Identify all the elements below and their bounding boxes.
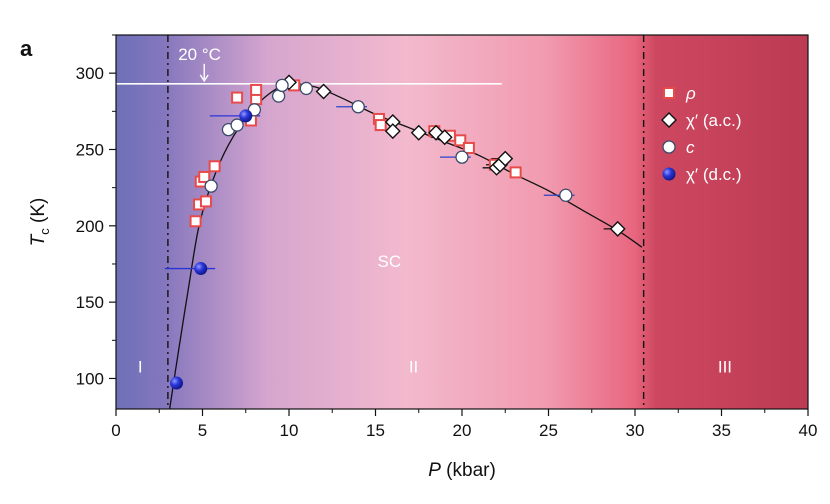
rho-point [250, 83, 263, 96]
x-tick-label: 10 [280, 421, 299, 440]
heat-capacity-point [230, 118, 244, 132]
rho-point [462, 141, 475, 154]
rho-point [374, 119, 387, 132]
heat-capacity-point [351, 100, 365, 114]
x-axis-variable: P [428, 460, 441, 481]
heat-capacity-point [455, 150, 469, 164]
chi-ac-point [436, 129, 453, 146]
legend-marker [661, 112, 677, 128]
plot-gradient-area [116, 35, 808, 409]
chi-dc-point [194, 262, 208, 276]
heat-capacity-point [299, 81, 313, 96]
chi-ac-point [428, 124, 445, 141]
x-tick-label: 25 [539, 421, 558, 440]
region-label: III [718, 357, 732, 376]
y-axis-variable: T [28, 233, 49, 246]
y-tick-label: 250 [76, 140, 104, 159]
rho-point [189, 215, 202, 228]
axes-layer: 0 5 10 15 20 25 30 35 40 100 150 200 250 300 [76, 34, 818, 440]
legend-label: χ′ (a.c.) [686, 111, 742, 130]
region-label: SC [378, 252, 402, 271]
y-tick-label: 200 [76, 217, 104, 236]
legend-marker [663, 87, 675, 99]
heat-capacity-point [559, 188, 573, 202]
x-tick-label: 15 [366, 421, 385, 440]
y-tick-label: 300 [76, 64, 104, 83]
chi-ac-point [384, 123, 401, 140]
rho-point [454, 134, 467, 147]
x-tick-label: 40 [799, 421, 818, 440]
region-label: II [409, 357, 418, 376]
chi-ac-point [609, 220, 626, 237]
legend-marker [662, 167, 676, 181]
legend-label: χ′ (d.c.) [686, 165, 742, 184]
y-axis-unit: (K) [28, 198, 49, 229]
y-tick-label: 150 [76, 293, 104, 312]
legend-marker [662, 140, 676, 154]
chi-ac-point [497, 150, 514, 167]
rho-point [208, 160, 221, 173]
x-axis-title: P (kbar) [428, 460, 496, 481]
annotation-label: 20 °C [178, 45, 221, 64]
chi-ac-point [315, 83, 332, 100]
region-label: I [138, 357, 143, 376]
legend-label: c [686, 138, 695, 157]
x-tick-label: 20 [453, 421, 472, 440]
rho-point [509, 166, 522, 179]
chi-dc-point [239, 109, 253, 123]
x-tick-label: 35 [712, 421, 731, 440]
legend-item: ρ [663, 84, 696, 103]
legend-item: χ′ (d.c.) [662, 165, 742, 184]
plot-background [116, 35, 808, 409]
legend-item: c [662, 138, 695, 157]
y-tick-label: 100 [76, 369, 104, 388]
y-axis-subscript: c [37, 228, 52, 235]
rho-point [198, 170, 211, 183]
x-tick-label: 30 [626, 421, 645, 440]
rho-point [231, 91, 244, 104]
data-markers-layer [164, 74, 626, 390]
heat-capacity-point [275, 78, 289, 93]
panel-label: a [20, 36, 33, 61]
y-axis-title: Tc (K) [28, 198, 52, 247]
chi-ac-point [410, 124, 427, 141]
x-axis-unit: (kbar) [441, 460, 496, 481]
x-tick-label: 0 [111, 421, 120, 440]
x-tick-label: 5 [198, 421, 207, 440]
legend-item: χ′ (a.c.) [661, 111, 742, 130]
legend-label: ρ [685, 84, 696, 103]
rho-point [199, 195, 212, 208]
heat-capacity-point [204, 179, 218, 193]
annotation-arrow-head [199, 74, 209, 83]
chi-dc-point [170, 376, 184, 390]
legend: ρ χ′ (a.c.) c χ′ (d.c.) [661, 84, 742, 184]
